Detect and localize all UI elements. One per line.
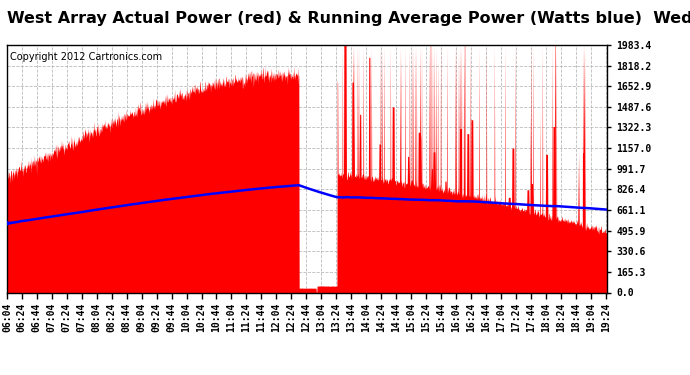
Text: West Array Actual Power (red) & Running Average Power (Watts blue)  Wed Apr 18 1: West Array Actual Power (red) & Running … (7, 11, 690, 26)
Text: Copyright 2012 Cartronics.com: Copyright 2012 Cartronics.com (10, 53, 162, 62)
